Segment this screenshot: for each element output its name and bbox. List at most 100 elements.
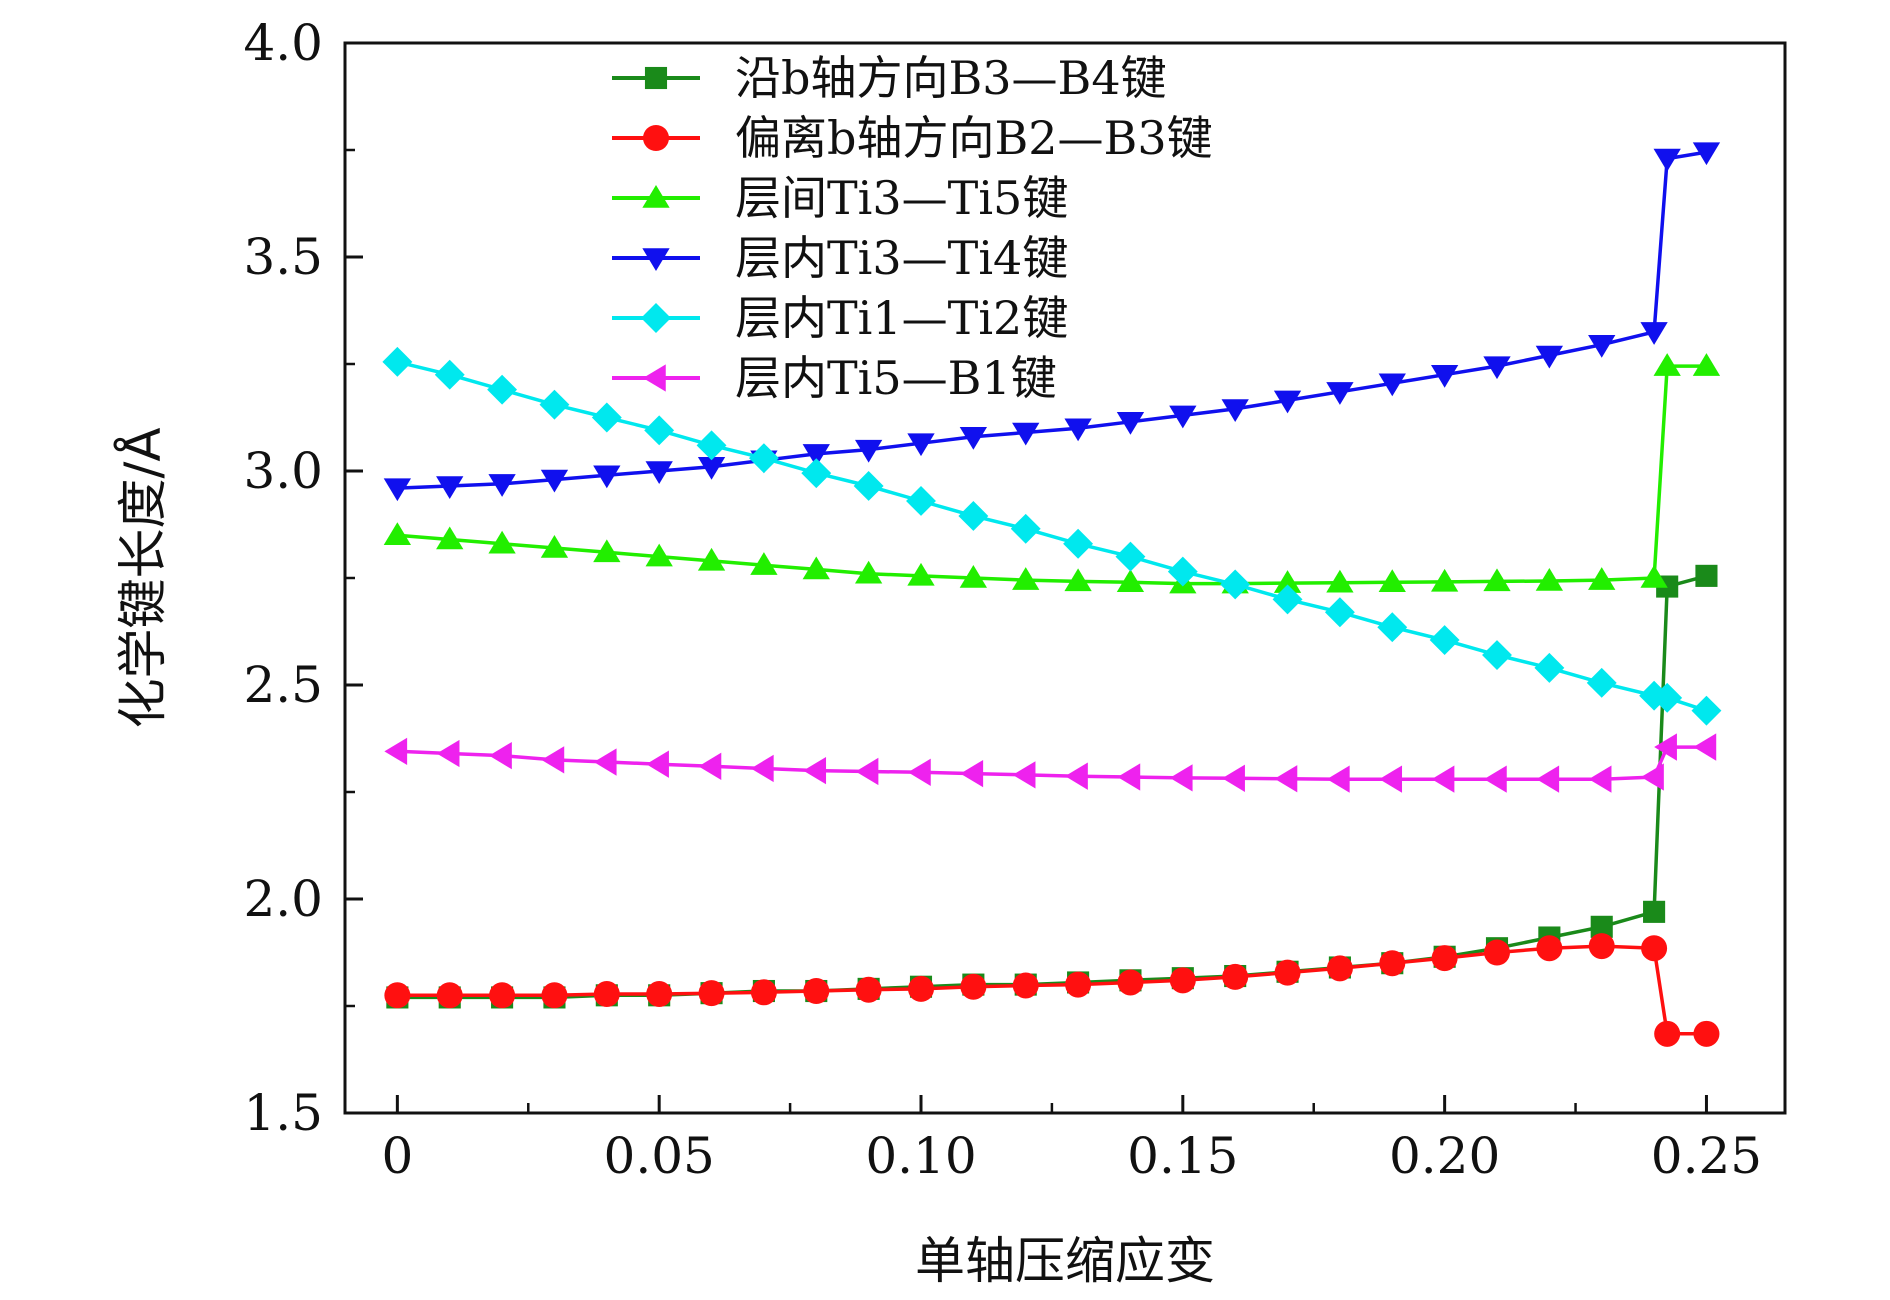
data-point [591,402,622,433]
data-point [1065,971,1092,998]
data-point [593,465,621,489]
data-point [1430,364,1459,388]
data-point [1222,963,1249,990]
data-point [1654,1020,1681,1047]
data-point [1273,390,1302,414]
data-point [593,539,621,563]
data-point [488,530,516,554]
data-point [1116,569,1145,593]
data-point [1482,640,1512,670]
series-line [397,745,1707,781]
data-point [1693,733,1717,761]
data-point [1641,763,1664,791]
data-point [487,374,518,405]
data-point [1536,935,1563,962]
x-axis-title: 单轴压缩应变 [915,1232,1215,1290]
data-point [1010,513,1041,544]
data-point [1117,969,1144,996]
data-point [1483,356,1511,380]
data-point [803,978,830,1005]
y-tick-label: 4.0 [243,14,323,72]
legend-marker [643,125,669,151]
data-point [1588,765,1612,793]
legend-item: 层间Ti3—Ti5键 [612,171,1068,225]
legend: 沿b轴方向B3—B4键偏离b轴方向B2—B3键层间Ti3—Ti5键层内Ti3—T… [612,51,1213,405]
data-point [645,461,673,484]
data-point [1272,584,1303,615]
data-point [1536,765,1560,793]
data-point [1324,597,1355,628]
data-point [1169,764,1193,792]
data-point [1586,667,1617,698]
data-point [1221,399,1249,422]
data-point [802,556,830,580]
data-point [958,500,989,531]
legend-label: 沿b轴方向B3—B4键 [735,51,1167,105]
data-point [697,456,726,480]
data-point [855,976,882,1003]
data-point [1115,541,1146,572]
data-point [593,748,617,776]
y-tick-label: 3.5 [243,228,323,286]
data-point [697,547,726,571]
legend-marker [642,248,670,271]
data-point [1693,1020,1720,1047]
data-point [1169,967,1196,994]
data-point [1379,765,1403,793]
legend-item: 层内Ti5—B1键 [612,351,1057,405]
data-point [489,982,516,1009]
data-point [1590,915,1613,938]
data-point [540,469,569,493]
x-tick-label: 0.15 [1127,1127,1238,1185]
data-point [1640,565,1668,588]
y-tick-label: 2.5 [243,656,323,714]
data-point [436,526,464,550]
data-point [1695,564,1718,587]
data-point [698,752,722,780]
data-point [1117,763,1141,791]
data-point [960,759,984,788]
x-tick-label: 0.05 [604,1127,715,1185]
legend-label: 层内Ti5—B1键 [735,351,1057,405]
series-2 [384,933,1720,1047]
data-point [1588,567,1616,590]
data-point [382,346,413,377]
data-point [1653,148,1681,172]
data-point [1691,695,1722,726]
data-point [1274,765,1298,793]
legend-marker [641,303,671,333]
y-tick-label: 2.0 [243,870,323,928]
series-layer [382,142,1722,1047]
data-point [1692,353,1721,376]
x-tick-label: 0 [381,1127,413,1185]
data-point [1274,959,1301,986]
series-3 [383,353,1721,594]
data-point [907,433,935,457]
data-point [907,562,935,586]
data-point [959,565,988,588]
data-point [436,476,464,499]
data-point [1430,568,1459,592]
data-point [1588,933,1615,960]
data-point [906,486,936,516]
series-1 [386,564,1718,1009]
data-point [645,543,673,567]
data-point [1431,765,1455,793]
data-point [1326,569,1354,593]
data-point [1652,682,1683,713]
data-point [698,980,725,1007]
legend-label: 层内Ti1—Ti2键 [735,291,1068,345]
data-point [960,973,987,1000]
data-point [436,982,463,1009]
data-point [539,389,570,420]
series-6 [384,733,1717,793]
data-point [750,552,778,575]
data-point [1065,762,1088,790]
legend-item: 层内Ti3—Ti4键 [612,231,1068,285]
data-point [1169,405,1197,429]
data-point [1012,567,1040,590]
legend-item: 偏离b轴方向B2—B3键 [612,111,1213,165]
y-tick-label: 3.0 [243,442,323,500]
data-point [1653,353,1681,376]
